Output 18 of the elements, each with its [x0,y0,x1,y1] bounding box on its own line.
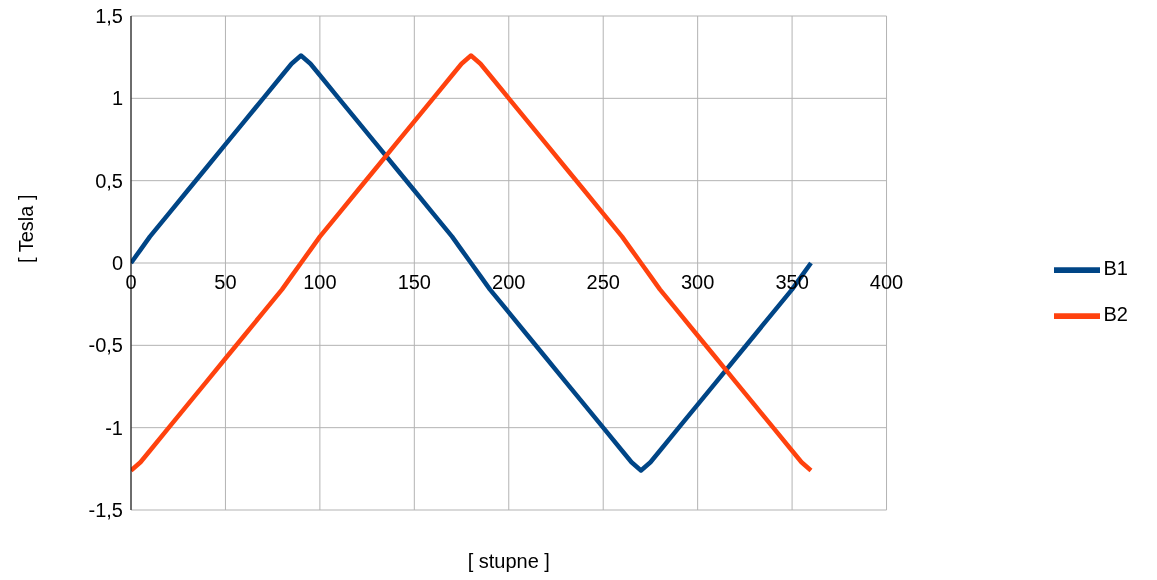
y-tick-label: 1,5 [95,5,123,28]
y-tick-label: 0,5 [95,169,123,192]
x-tick-label: 100 [303,271,337,293]
x-tick-label: 400 [869,271,904,293]
x-axis-title: [ stupne ] [467,550,550,572]
x-tick-label: 50 [214,271,237,293]
x-tick-label: 150 [397,271,432,293]
y-tick-label: -1,5 [88,499,123,522]
y-axis-title: [ Tesla ] [15,194,38,263]
x-tick-label: 300 [680,271,715,293]
x-tick-label: 200 [492,271,526,293]
legend-label: B2 [1103,303,1128,326]
x-tick-label: 250 [586,271,620,293]
legend-label: B1 [1103,257,1128,280]
y-tick-label: -0,5 [88,334,123,357]
y-tick-label: -1 [105,416,123,439]
y-tick-label: 0 [111,252,123,275]
y-tick-label: 1 [111,87,123,110]
